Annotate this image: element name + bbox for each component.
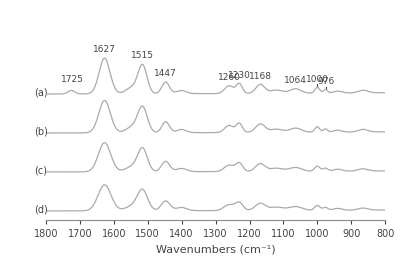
X-axis label: Wavenumbers (cm⁻¹): Wavenumbers (cm⁻¹) (156, 244, 275, 255)
Text: 1064: 1064 (284, 76, 307, 86)
Text: 1260: 1260 (218, 74, 240, 82)
Text: 1230: 1230 (228, 71, 251, 80)
Text: 1627: 1627 (93, 45, 116, 54)
Text: 1000: 1000 (306, 75, 329, 84)
Text: 976: 976 (317, 77, 334, 86)
Text: (d): (d) (34, 204, 48, 214)
Text: 1515: 1515 (131, 51, 154, 60)
Text: 1447: 1447 (154, 69, 177, 78)
Text: (c): (c) (34, 165, 48, 175)
Text: (b): (b) (34, 126, 48, 136)
Text: 1168: 1168 (249, 72, 272, 81)
Text: 1725: 1725 (60, 75, 84, 84)
Text: (a): (a) (34, 87, 48, 97)
